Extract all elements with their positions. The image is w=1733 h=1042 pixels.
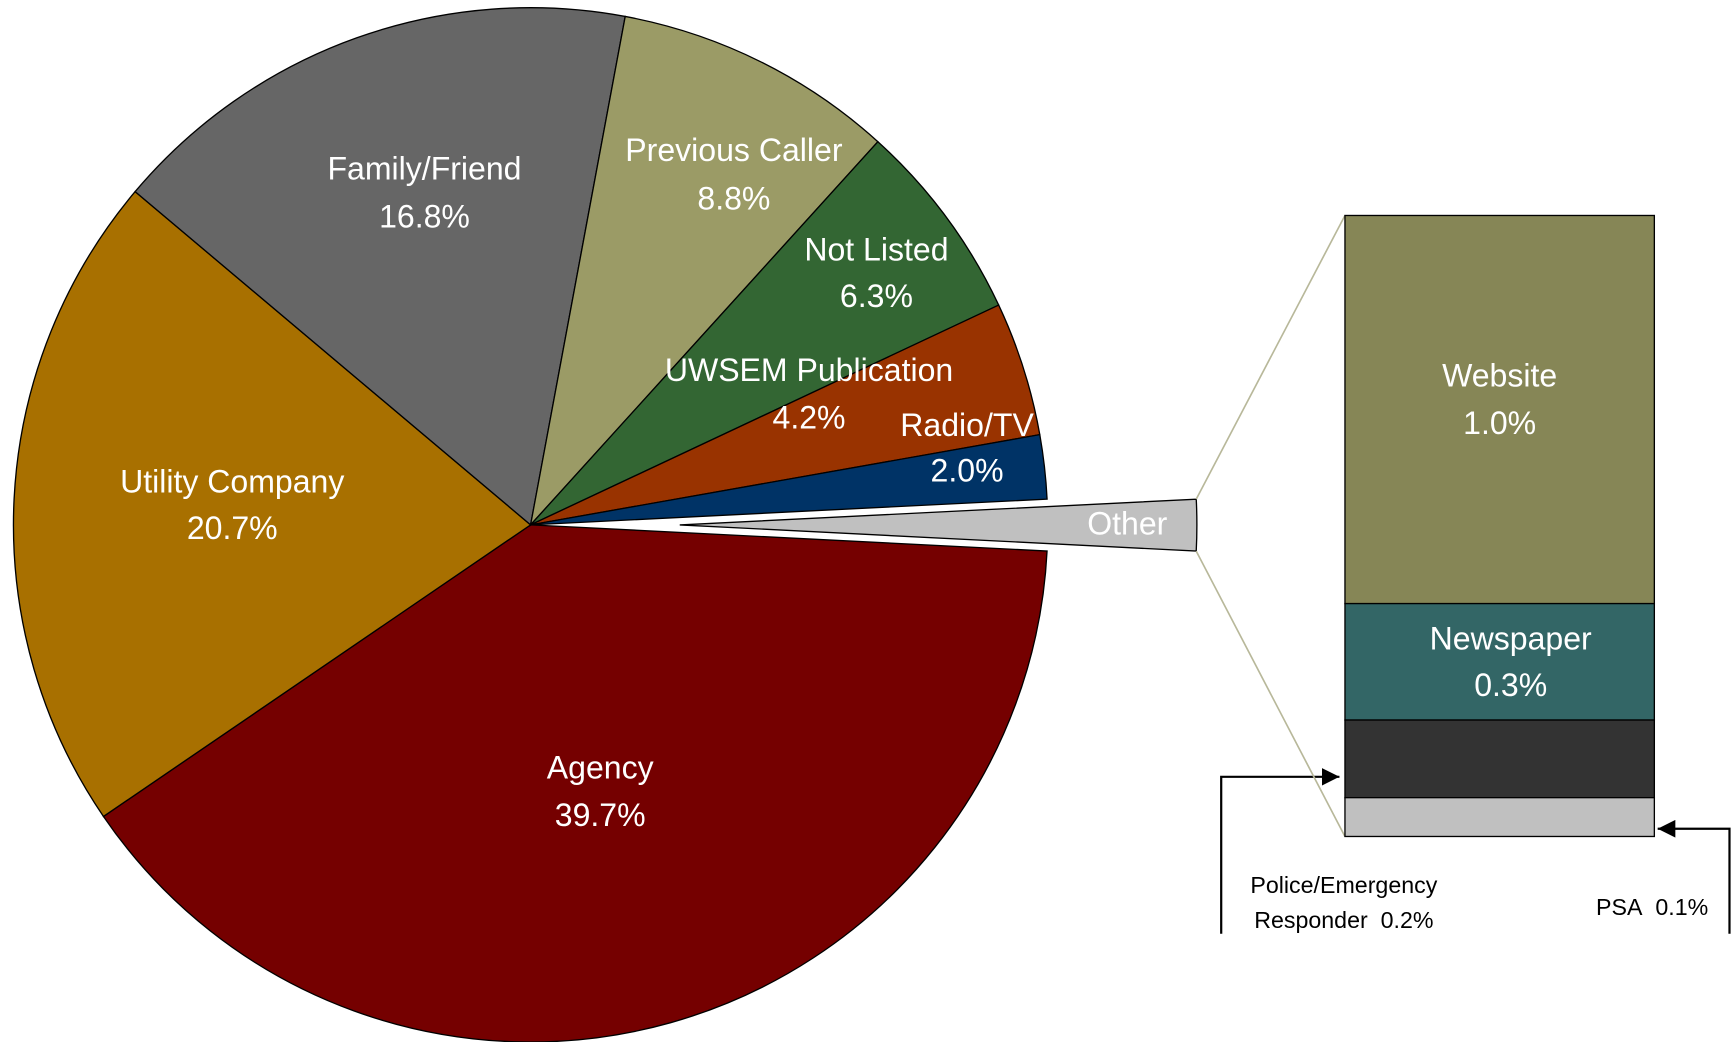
callout-label: Police/Emergency Responder 0.2% [1250,872,1438,934]
slice-value: 2.0% [931,452,1004,488]
slice-label: Previous Caller [625,132,843,168]
bar-label: Website [1442,357,1557,393]
bar-segment [1344,796,1656,838]
slice-label: UWSEM Publication [665,352,953,388]
callout-arrow [1220,767,1340,934]
value-label: 0.2% [1380,908,1434,934]
slice-value: 6.3% [840,278,913,314]
slice-value: 39.7% [555,797,646,833]
connector-line [1195,215,1346,500]
slice-value: 8.8% [697,181,770,217]
slice-label: Agency [547,750,654,786]
bar-label: Newspaper [1430,620,1592,656]
category-label: PSA [1596,895,1643,921]
value-label: 0.1% [1655,895,1709,921]
callout-label: PSA 0.1% [1596,895,1709,921]
bar-value: 1.0% [1463,405,1536,441]
slice-label: Not Listed [804,231,948,267]
callout-arrow [1657,819,1731,934]
pie-slice [679,498,1198,552]
slice-label: Family/Friend [327,151,521,187]
pie-slice [134,7,626,527]
bar-segment [1344,214,1656,605]
category-label: Police/Emergency Responder [1250,872,1438,934]
slice-value: 20.7% [187,510,278,546]
bar-value: 0.3% [1474,667,1547,703]
pie-slice [530,433,1048,526]
pie-slice [530,140,1000,526]
pie-slice [102,524,1048,1042]
pie-slice [529,15,879,528]
bar-segment [1344,602,1656,721]
slice-label: Other [1087,505,1167,541]
slice-value: 4.2% [773,399,846,435]
slice-label: Utility Company [120,463,344,499]
connector-line [1195,550,1346,837]
slice-value: 16.8% [379,198,470,234]
slice-label: Radio/TV [900,407,1034,443]
pie-slice [12,190,532,818]
bar-segment [1344,719,1656,799]
